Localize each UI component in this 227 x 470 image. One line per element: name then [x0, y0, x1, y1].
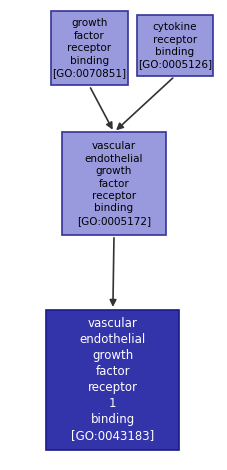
FancyBboxPatch shape	[51, 11, 127, 86]
FancyBboxPatch shape	[136, 16, 212, 76]
Text: cytokine
receptor
binding
[GO:0005126]: cytokine receptor binding [GO:0005126]	[137, 22, 211, 70]
FancyBboxPatch shape	[62, 132, 165, 235]
Text: vascular
endothelial
growth
factor
receptor
1
binding
[GO:0043183]: vascular endothelial growth factor recep…	[71, 317, 154, 442]
Text: growth
factor
receptor
binding
[GO:0070851]: growth factor receptor binding [GO:00708…	[52, 18, 126, 78]
FancyBboxPatch shape	[46, 310, 178, 450]
Text: vascular
endothelial
growth
factor
receptor
binding
[GO:0005172]: vascular endothelial growth factor recep…	[76, 141, 151, 226]
